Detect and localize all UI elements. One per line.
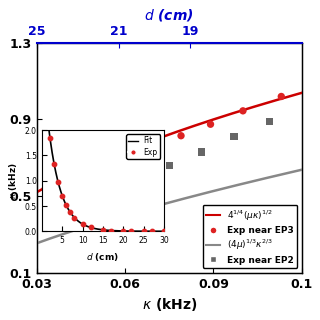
Point: [128, 152, 133, 157]
Point: [90, 168, 95, 173]
Point: [108, 161, 113, 166]
Point: [199, 149, 204, 155]
Point: [105, 185, 110, 190]
X-axis label: $\kappa$ (kHz): $\kappa$ (kHz): [141, 296, 197, 313]
Point: [279, 94, 284, 99]
Point: [58, 180, 63, 185]
Point: [43, 186, 48, 191]
Point: [232, 134, 237, 139]
Point: [134, 174, 139, 180]
Point: [208, 122, 213, 127]
Point: [152, 144, 157, 149]
X-axis label: $d$ (cm): $d$ (cm): [144, 7, 194, 23]
Point: [72, 174, 77, 180]
Point: [75, 196, 80, 201]
Point: [240, 108, 245, 113]
Legend: $4^{1/4}(\mu\kappa)^{1/2}$, Exp near EP3, $(4\mu)^{1/3}\kappa^{2/3}$, Exp near E: $4^{1/4}(\mu\kappa)^{1/2}$, Exp near EP3…: [203, 204, 297, 268]
Point: [49, 203, 54, 208]
Point: [179, 133, 184, 138]
Point: [267, 119, 272, 124]
Point: [167, 163, 172, 168]
